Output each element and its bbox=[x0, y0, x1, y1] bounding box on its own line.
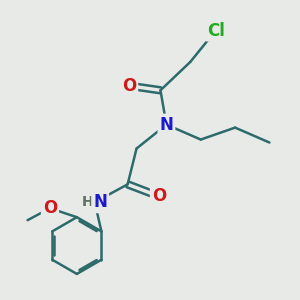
Text: O: O bbox=[122, 77, 136, 95]
Text: N: N bbox=[93, 193, 107, 211]
Text: O: O bbox=[43, 199, 57, 217]
Text: N: N bbox=[160, 116, 173, 134]
Text: Cl: Cl bbox=[207, 22, 225, 40]
Text: H: H bbox=[82, 195, 93, 209]
Text: O: O bbox=[152, 187, 166, 205]
